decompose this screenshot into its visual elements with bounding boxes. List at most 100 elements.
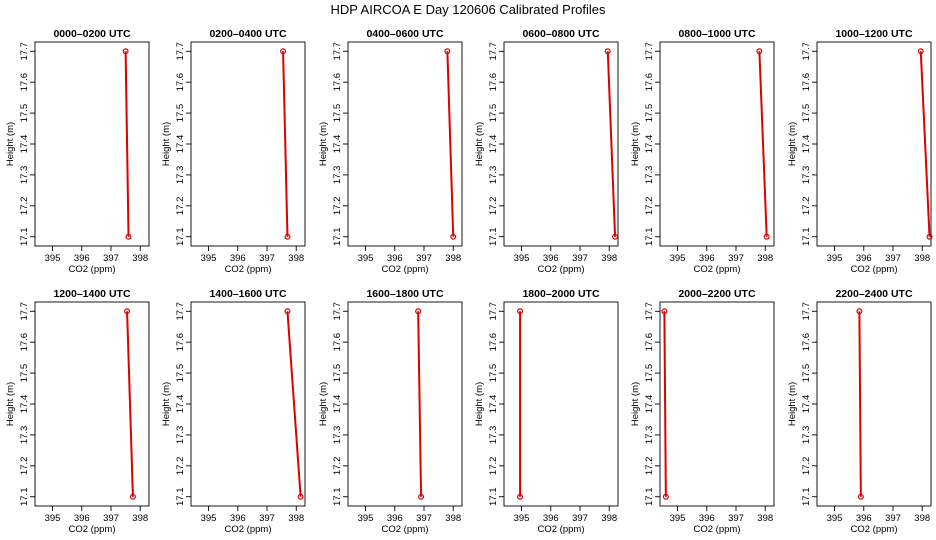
y-tick-label: 17.7 [488,42,499,61]
x-tick-label: 397 [572,513,588,524]
panel: 1800–2000 UTC 395 396 397 398 17.1 17.2 17.3 17.… [474,288,619,535]
y-tick-label: 17.7 [801,302,812,321]
y-tick-label: 17.6 [801,73,812,92]
y-axis-label: Height (m) [630,122,641,166]
profile-line [124,51,130,237]
y-tick-label: 17.7 [19,302,30,321]
panel-title: 1600–1800 UTC [366,288,443,300]
plot-frame [659,301,775,507]
panel: 0000–0200 UTC 395 396 397 398 17.1 17.2 17.3 17.… [5,28,150,275]
x-tick-label: 395 [45,513,61,524]
y-axis-label: Height (m) [5,382,16,426]
y-tick-label: 17.2 [332,197,343,216]
profile-line [663,311,667,497]
panel-title: 0800–1000 UTC [678,28,755,40]
y-tick-label: 17.6 [801,333,812,352]
y-tick-label: 17.2 [488,197,499,216]
panel: 1200–1400 UTC 395 396 397 398 17.1 17.2 17.3 17.… [5,288,150,535]
y-axis-label: Height (m) [787,122,798,166]
y-tick-label: 17.2 [801,457,812,476]
plot-frame [503,301,619,507]
data-point [612,233,619,240]
y-tick-label: 17.6 [19,73,30,92]
y-tick-label: 17.4 [644,135,655,154]
data-point [857,493,864,500]
panel-grid: 0000–0200 UTC 395 396 397 398 17.1 17.2 17.3 17.… [5,28,933,535]
plot-frame [659,41,775,247]
y-tick-label: 17.5 [19,104,30,123]
profile-line [286,311,302,497]
y-tick-label: 17.4 [801,395,812,414]
x-tick-label: 397 [259,253,275,264]
data-point [280,48,287,55]
y-tick-label: 17.6 [175,333,186,352]
x-tick-label: 398 [914,513,930,524]
x-axis-label: CO2 (ppm) [694,264,741,275]
y-tick-label: 17.1 [175,227,186,246]
x-axis-label: CO2 (ppm) [69,264,116,275]
x-tick-label: 396 [230,253,246,264]
y-axis-label: Height (m) [474,382,485,426]
y-tick-label: 17.5 [175,364,186,383]
x-tick-label: 396 [856,253,872,264]
y-tick-label: 17.1 [19,227,30,246]
y-tick-label: 17.7 [488,302,499,321]
data-point [604,48,611,55]
y-tick-label: 17.4 [801,135,812,154]
panel: 1000–1200 UTC 395 396 397 398 17.1 17.2 17.3 17.… [787,28,933,275]
y-tick-label: 17.3 [644,426,655,445]
panel-title: 0000–0200 UTC [53,28,130,40]
y-tick-label: 17.3 [488,426,499,445]
data-point [661,308,668,315]
y-tick-label: 17.6 [644,333,655,352]
panel-title: 0200–0400 UTC [209,28,286,40]
x-axis-label: CO2 (ppm) [225,524,272,535]
y-tick-label: 17.3 [175,166,186,185]
panel-title: 1800–2000 UTC [522,288,599,300]
plot-frame [347,301,463,507]
x-tick-label: 396 [74,253,90,264]
data-point [662,493,669,500]
y-tick-label: 17.1 [332,487,343,506]
plot-frame [816,301,932,507]
y-tick-label: 17.6 [488,73,499,92]
y-axis-label: Height (m) [318,122,329,166]
x-tick-label: 396 [543,253,559,264]
panel: 0800–1000 UTC 395 396 397 398 17.1 17.2 17.3 17.… [630,28,775,275]
profile-line [282,51,289,237]
x-tick-label: 398 [288,253,304,264]
x-tick-label: 398 [132,513,148,524]
y-tick-label: 17.3 [175,426,186,445]
y-tick-label: 17.5 [175,104,186,123]
x-axis-label: CO2 (ppm) [69,524,116,535]
y-tick-label: 17.7 [332,302,343,321]
x-axis-label: CO2 (ppm) [382,524,429,535]
x-tick-label: 395 [358,253,374,264]
data-point [763,233,770,240]
panel-title: 1000–1200 UTC [835,28,912,40]
x-tick-label: 397 [259,513,275,524]
y-tick-label: 17.1 [644,487,655,506]
panel-title: 0600–0800 UTC [522,28,599,40]
data-point [122,48,129,55]
x-tick-label: 395 [45,253,61,264]
x-tick-label: 395 [358,513,374,524]
x-axis-label: CO2 (ppm) [851,264,898,275]
panel: 0200–0400 UTC 395 396 397 398 17.1 17.2 17.3 17.… [161,28,306,275]
y-axis-label: Height (m) [474,122,485,166]
data-point [297,493,304,500]
panel-title: 0400–0600 UTC [366,28,443,40]
y-tick-label: 17.4 [488,395,499,414]
y-tick-label: 17.4 [644,395,655,414]
x-tick-label: 396 [856,513,872,524]
panel-title: 1400–1600 UTC [209,288,286,300]
y-tick-label: 17.1 [19,487,30,506]
y-axis-label: Height (m) [5,122,16,166]
y-tick-label: 17.2 [644,457,655,476]
y-tick-label: 17.7 [644,302,655,321]
y-tick-label: 17.3 [19,166,30,185]
data-point [450,233,457,240]
y-tick-label: 17.7 [19,42,30,61]
data-point [756,48,763,55]
